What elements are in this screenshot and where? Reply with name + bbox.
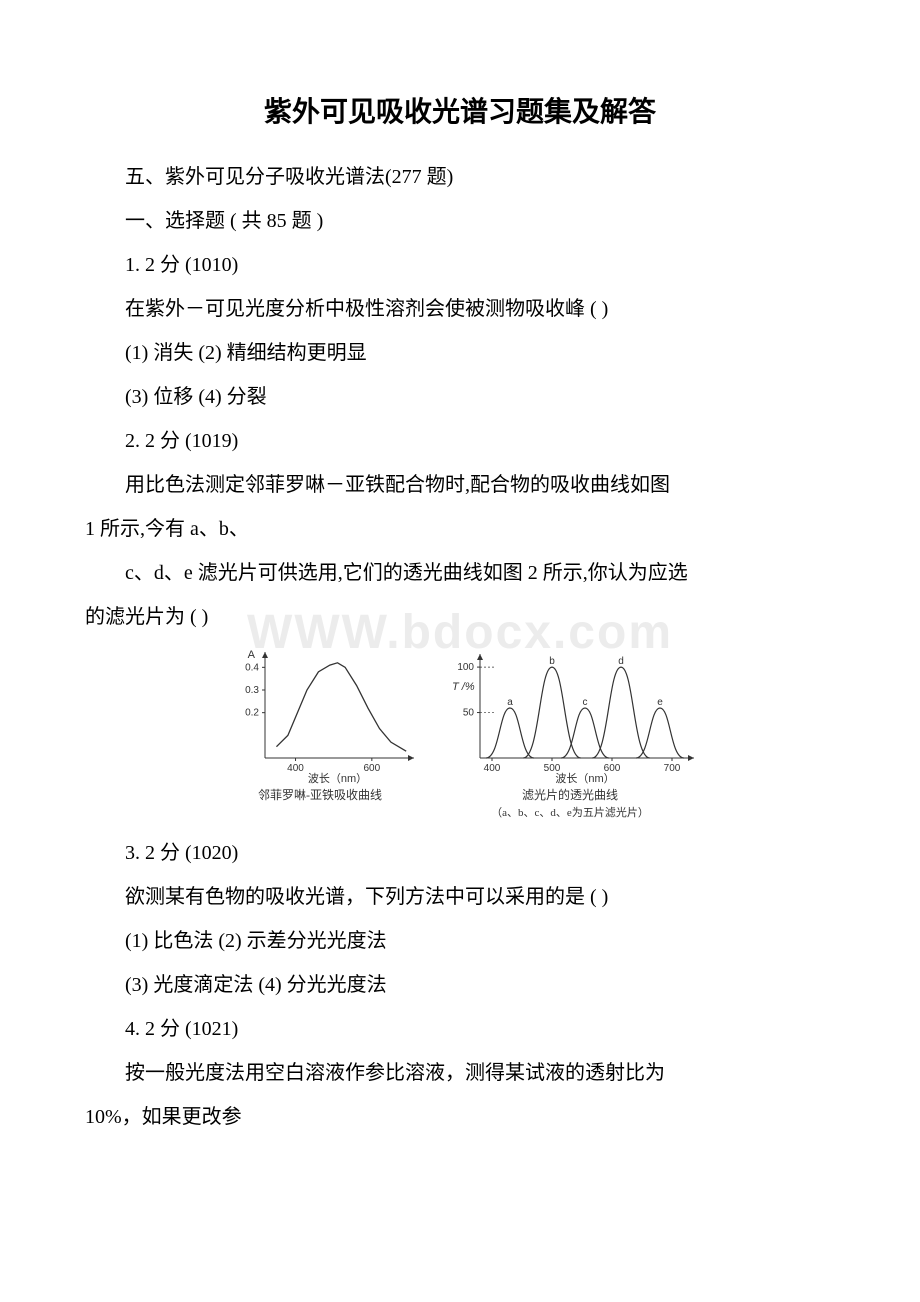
q2-stem-line2b: 的滤光片为 ( ) — [85, 598, 835, 636]
svg-text:50: 50 — [463, 708, 475, 719]
q4-stem-line1: 按一般光度法用空白溶液作参比溶液，测得某试液的透射比为 — [85, 1054, 835, 1092]
q4-stem-line2: 10%，如果更改参 — [85, 1098, 835, 1136]
svg-text:波长（nm）: 波长（nm） — [308, 772, 367, 785]
svg-text:100: 100 — [457, 662, 474, 673]
document-title: 紫外可见吸收光谱习题集及解答 — [85, 90, 835, 130]
svg-text:700: 700 — [664, 763, 681, 774]
figures-row: 0.20.30.4400600A波长（nm） 邻菲罗啉-亚铁吸收曲线 50100… — [85, 646, 835, 820]
svg-text:c: c — [583, 697, 588, 708]
q2-number: 2. 2 分 (1019) — [85, 422, 835, 460]
figure-1-caption: 邻菲罗啉-亚铁吸收曲线 — [258, 788, 382, 804]
svg-text:0.3: 0.3 — [245, 685, 259, 696]
figure-2-caption-bottom: （a、b、c、d、e为五片滤光片） — [491, 806, 649, 820]
section-header-choice: 一、选择题 ( 共 85 题 ) — [85, 202, 835, 240]
svg-text:波长（nm）: 波长（nm） — [555, 772, 614, 785]
svg-text:0.4: 0.4 — [245, 662, 259, 673]
q1-number: 1. 2 分 (1010) — [85, 246, 835, 284]
svg-text:T /%: T /% — [452, 681, 475, 693]
section-header-5: 五、紫外可见分子吸收光谱法(277 题) — [85, 158, 835, 196]
svg-text:d: d — [618, 656, 624, 667]
q3-stem: 欲测某有色物的吸收光谱，下列方法中可以采用的是 ( ) — [85, 878, 835, 916]
q3-option-12: (1) 比色法 (2) 示差分光光度法 — [85, 922, 835, 960]
q4-number: 4. 2 分 (1021) — [85, 1010, 835, 1048]
filter-transmission-chart: 50100400500600700T /%波长（nm）abcde — [440, 646, 700, 786]
svg-text:400: 400 — [484, 763, 501, 774]
figure-1: 0.20.30.4400600A波长（nm） 邻菲罗啉-亚铁吸收曲线 — [220, 646, 420, 820]
svg-text:0.2: 0.2 — [245, 708, 259, 719]
document-content: 紫外可见吸收光谱习题集及解答 五、紫外可见分子吸收光谱法(277 题) 一、选择… — [85, 90, 835, 1136]
q1-option-12: (1) 消失 (2) 精细结构更明显 — [85, 334, 835, 372]
q1-option-34: (3) 位移 (4) 分裂 — [85, 378, 835, 416]
q2-stem-line1: 用比色法测定邻菲罗啉－亚铁配合物时,配合物的吸收曲线如图 — [85, 466, 835, 504]
q1-stem: 在紫外－可见光度分析中极性溶剂会使被测物吸收峰 ( ) — [85, 290, 835, 328]
q2-stem-line2: c、d、e 滤光片可供选用,它们的透光曲线如图 2 所示,你认为应选 — [85, 554, 835, 592]
q2-stem-line1b: 1 所示,今有 a、b、 — [85, 510, 835, 548]
svg-text:400: 400 — [287, 763, 304, 774]
figure-2-caption-top: 滤光片的透光曲线 — [522, 788, 618, 804]
svg-text:A: A — [248, 649, 256, 661]
svg-text:a: a — [507, 697, 513, 708]
q3-number: 3. 2 分 (1020) — [85, 834, 835, 872]
q3-option-34: (3) 光度滴定法 (4) 分光光度法 — [85, 966, 835, 1004]
absorption-curve-chart: 0.20.30.4400600A波长（nm） — [220, 646, 420, 786]
svg-text:e: e — [657, 697, 663, 708]
figure-2: 50100400500600700T /%波长（nm）abcde 滤光片的透光曲… — [440, 646, 700, 820]
svg-text:b: b — [549, 656, 555, 667]
